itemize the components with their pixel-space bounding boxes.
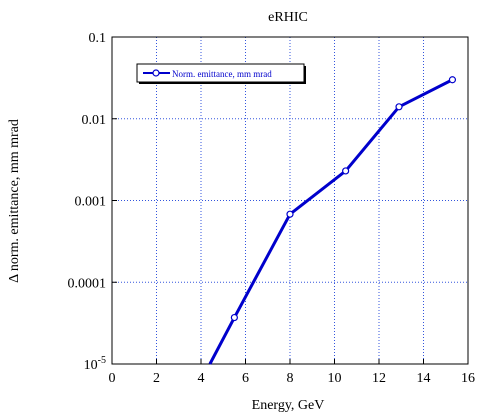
y-tick-label: 0.001 (75, 195, 107, 210)
x-tick-label: 6 (242, 371, 249, 386)
data-point (448, 76, 457, 84)
x-tick-label: 2 (153, 371, 160, 386)
grid-lines (111, 36, 469, 365)
series-layer (208, 76, 457, 365)
series-line (208, 78, 454, 365)
y-axis-label: Δ norm. emittance, mm mrad (7, 119, 22, 283)
data-point (342, 167, 350, 175)
y-tick-label: 0.01 (82, 113, 107, 128)
x-tick-label: 16 (461, 371, 475, 386)
data-point (286, 210, 294, 218)
legend-marker (152, 69, 160, 77)
chart-title: eRHIC (268, 10, 308, 25)
y-tick-label: 0.1 (89, 31, 107, 46)
x-tick-label: 8 (287, 371, 294, 386)
data-point (395, 103, 403, 111)
legend-shadow (304, 66, 306, 84)
axis-ticks (111, 36, 469, 365)
legend-shadow (139, 82, 306, 84)
tick-labels: 0 2 4 6 8 10 12 14 16 10-5 0.0001 0.001 0.01 0.1 (68, 31, 476, 386)
x-tick-label: 12 (372, 371, 386, 386)
legend-label: Norm. emittance, mm mrad (172, 69, 272, 79)
y-tick-label: 0.0001 (68, 276, 107, 291)
data-point (230, 313, 238, 322)
y-tick-label: 10-5 (84, 355, 106, 373)
x-axis-label: Energy, GeV (252, 398, 325, 413)
x-tick-label: 10 (328, 371, 342, 386)
x-tick-label: 4 (198, 371, 205, 386)
legend: Norm. emittance, mm mrad (136, 63, 306, 84)
x-tick-label: 0 (109, 371, 116, 386)
x-tick-label: 14 (417, 371, 431, 386)
